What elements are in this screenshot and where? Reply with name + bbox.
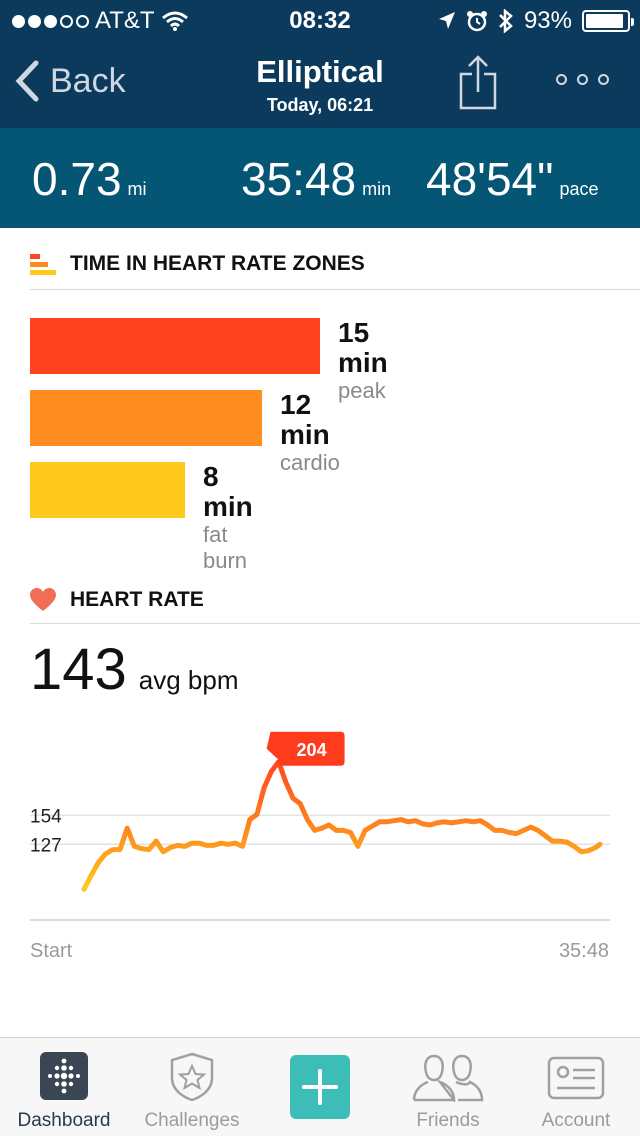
chevron-left-icon <box>15 60 39 102</box>
tab-friends-label: Friends <box>416 1110 480 1131</box>
star-badge-icon <box>170 1052 214 1102</box>
tab-account-label: Account <box>541 1110 611 1131</box>
zone-peak-name: peak <box>338 378 386 403</box>
peak-tooltip: 204 <box>266 731 345 766</box>
zone-fat-burn-bar <box>30 462 185 518</box>
back-button[interactable]: Back <box>14 60 126 102</box>
y-tick-label: 154 <box>30 806 62 827</box>
y-tick-label: 127 <box>30 835 62 856</box>
top-header: AT&T 08:32 93% Back Elliptical Today, 06… <box>0 0 640 128</box>
duration-unit: min <box>362 179 392 199</box>
peak-value-label: 204 <box>297 740 327 760</box>
zones-header: TIME IN HEART RATE ZONES <box>30 252 640 276</box>
friends-icon <box>412 1054 484 1102</box>
pace-value: 48'54" <box>426 153 554 205</box>
bluetooth-icon <box>499 9 513 33</box>
status-time: 08:32 <box>289 7 351 34</box>
page-subtitle: Today, 06:21 <box>266 95 374 115</box>
tab-account[interactable]: Account <box>512 1038 640 1136</box>
nav-bar: Back Elliptical Today, 06:21 <box>0 40 640 128</box>
heart-rate-title: HEART RATE <box>70 588 204 611</box>
duration-stat: 35:48 min <box>241 152 391 206</box>
heart-rate-header: HEART RATE <box>30 588 640 612</box>
plus-icon <box>290 1055 350 1119</box>
chart-start-label: Start <box>30 940 73 962</box>
heart-rate-divider <box>30 623 640 624</box>
tab-challenges[interactable]: Challenges <box>128 1038 256 1136</box>
chart-end-label: 35:48 <box>558 940 609 962</box>
zone-cardio-minutes: 12 min <box>280 389 330 450</box>
back-label: Back <box>50 61 126 100</box>
battery-icon <box>582 10 634 32</box>
fitbit-dots-icon <box>40 1052 88 1100</box>
zones-divider <box>30 289 640 290</box>
avg-bpm-unit: avg bpm <box>138 665 239 695</box>
zone-cardio-name: cardio <box>280 450 340 475</box>
carrier-group: AT&T <box>12 7 189 35</box>
page-title: Elliptical <box>256 54 384 89</box>
workout-stats: 0.73 mi 35:48 min 48'54" pace <box>0 128 640 228</box>
zone-fat-burn-minutes: 8 min <box>203 461 253 522</box>
location-icon <box>438 12 455 29</box>
wifi-icon <box>161 11 188 31</box>
tab-challenges-label: Challenges <box>144 1110 240 1131</box>
zones-icon <box>30 254 56 275</box>
battery-percent: 93% <box>523 7 572 34</box>
tab-friends[interactable]: Friends <box>384 1038 512 1136</box>
status-right: 93% <box>438 7 634 35</box>
tab-bar: Dashboard Challenges <box>0 1037 640 1136</box>
pace-stat: 48'54" pace <box>426 152 599 206</box>
share-icon[interactable] <box>458 54 498 110</box>
heart-rate-chart: 154 127 204 <box>30 731 610 921</box>
distance-value: 0.73 <box>32 153 122 205</box>
status-bar: AT&T 08:32 93% <box>0 0 640 40</box>
zone-peak-text: 15 min peak <box>338 318 388 404</box>
heart-rate-series-line <box>81 759 603 892</box>
zone-peak-bar <box>30 318 320 374</box>
avg-bpm-value: 143 <box>30 637 127 702</box>
alarm-icon <box>466 11 487 32</box>
more-options-button[interactable] <box>556 74 609 85</box>
distance-stat: 0.73 mi <box>32 152 147 206</box>
zone-cardio-bar <box>30 390 262 446</box>
zones-title: TIME IN HEART RATE ZONES <box>70 252 365 275</box>
carrier-name: AT&T <box>95 7 155 34</box>
heart-icon <box>30 588 56 611</box>
signal-dots-icon <box>12 14 89 28</box>
zone-fat-burn-text: 8 min fat burn <box>203 462 253 574</box>
tab-add[interactable] <box>256 1038 384 1136</box>
id-card-icon <box>547 1056 605 1100</box>
zone-fat-burn-name: fat burn <box>203 522 248 573</box>
peak-tooltip-bubble <box>266 731 345 766</box>
zone-cardio-text: 12 min cardio <box>280 390 340 476</box>
tab-dashboard-label: Dashboard <box>17 1110 111 1131</box>
zone-peak-minutes: 15 min <box>338 317 388 378</box>
distance-unit: mi <box>127 179 147 199</box>
tab-dashboard[interactable]: Dashboard <box>0 1038 128 1136</box>
pace-unit: pace <box>559 179 599 199</box>
duration-value: 35:48 <box>241 153 357 205</box>
avg-heart-rate: 143 avg bpm <box>30 636 239 703</box>
